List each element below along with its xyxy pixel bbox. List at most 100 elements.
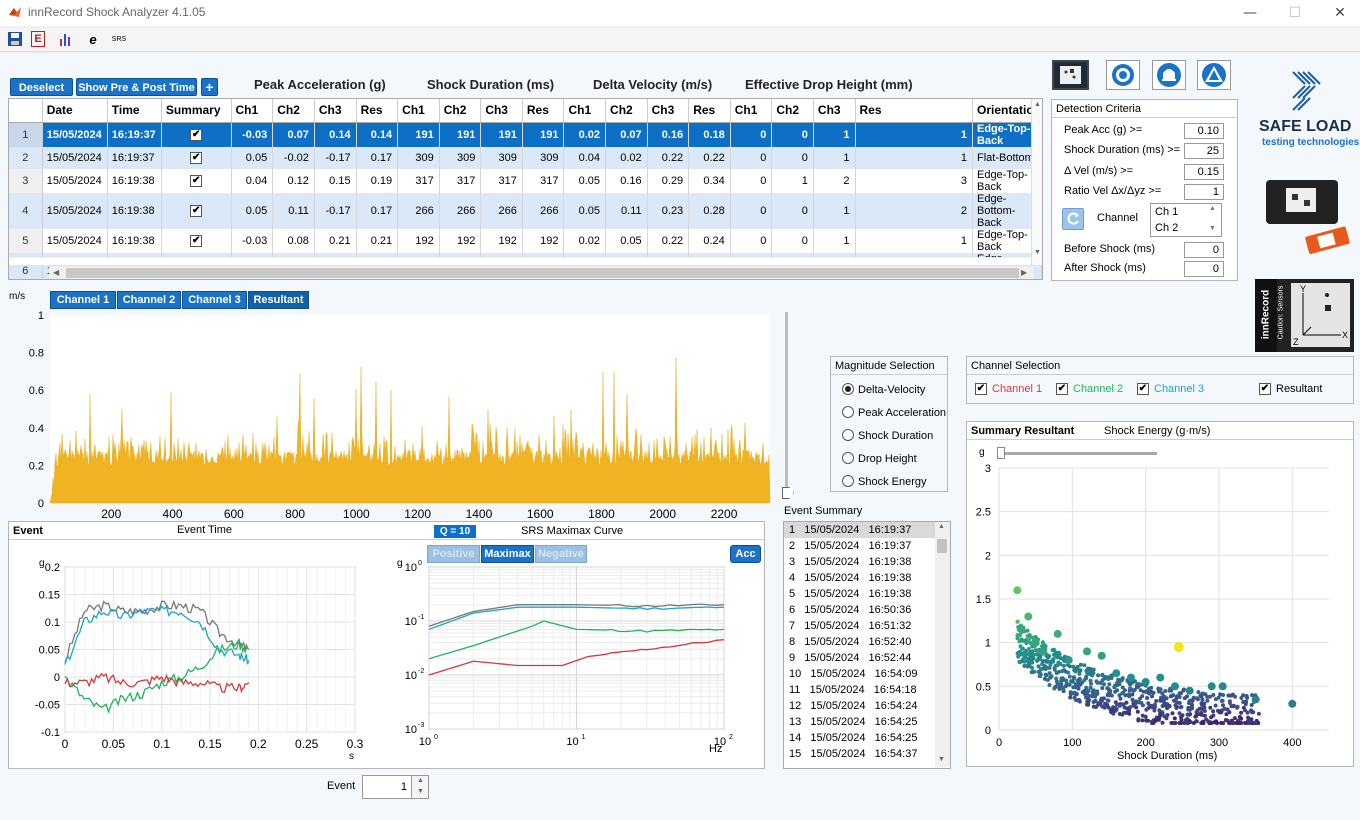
channel-option-1[interactable]: Ch 1 [1155, 206, 1179, 218]
target-icon[interactable] [1106, 60, 1140, 90]
table-row[interactable]: 4 15/05/2024 16:19:38 ✔ 0.05 0.11 -0.17 0.17 266… [9, 192, 1042, 229]
column-header[interactable]: Ch1 [563, 99, 607, 123]
event-list-down-icon[interactable]: ▼ [938, 756, 945, 763]
summary-checkbox[interactable]: ✔ [161, 228, 232, 253]
channel-checkbox[interactable]: ✔ [1259, 383, 1271, 395]
list-item[interactable]: 13 15/05/2024 16:54:25 [789, 716, 918, 728]
e-icon[interactable]: e [89, 32, 97, 47]
show-pre-post-button[interactable]: Show Pre & Post Time [76, 78, 197, 96]
table-row[interactable]: 2 15/05/2024 16:19:37 ✔ 0.05 -0.02 -0.17 0.17 30… [9, 146, 1042, 169]
column-header[interactable]: Ch2 [605, 99, 648, 123]
list-item[interactable]: 9 15/05/2024 16:52:44 [789, 652, 912, 664]
list-item[interactable]: 8 15/05/2024 16:52:40 [789, 636, 912, 648]
column-header[interactable]: Time [107, 99, 162, 123]
check-icon[interactable]: ✔ [190, 175, 203, 187]
srs-tab-maximax[interactable]: Maximax [481, 545, 534, 563]
summary-checkbox[interactable]: ✔ [161, 122, 232, 147]
event-up-icon[interactable]: ▲ [417, 777, 424, 784]
pyramid-icon[interactable] [1197, 60, 1231, 90]
minimize-button[interactable]: — [1243, 5, 1257, 21]
list-item[interactable]: 5 15/05/2024 16:19:38 [789, 588, 912, 600]
acc-button[interactable]: Acc [730, 545, 761, 563]
duration-input[interactable]: 25 [1184, 143, 1224, 159]
channel-selection-label[interactable]: Channel 3 [1154, 383, 1205, 395]
add-button[interactable]: + [201, 78, 218, 96]
column-header[interactable]: Res [356, 99, 399, 123]
tab-channel-3[interactable]: Channel 3 [182, 291, 247, 309]
column-header[interactable]: Res [688, 99, 731, 123]
list-item[interactable]: 3 15/05/2024 16:19:38 [789, 556, 912, 568]
table-row[interactable]: 5 15/05/2024 16:19:38 ✔ -0.03 0.08 0.21 0.21 192… [9, 228, 1042, 253]
deselect-all-button[interactable]: Deselect All [10, 78, 73, 112]
q-factor-badge[interactable]: Q = 10 [434, 525, 476, 538]
check-icon[interactable]: ✔ [190, 235, 203, 247]
sensor-view-icon[interactable] [1052, 60, 1089, 90]
export-icon[interactable]: E [31, 31, 45, 47]
timeline-slider-handle[interactable] [782, 487, 794, 499]
after-shock-input[interactable]: 0 [1184, 261, 1224, 277]
radio-shock-duration[interactable] [842, 429, 854, 441]
channel-checkbox[interactable]: ✔ [975, 383, 987, 395]
event-time-chart[interactable]: 0 0.05 0.1 0.15 0.2 0.25 0.30.20.150.10.050-0.… [9, 552, 389, 770]
check-icon[interactable]: ✔ [190, 205, 203, 217]
energy-slider-handle[interactable] [997, 447, 1005, 459]
radio-shock-energy[interactable] [842, 475, 854, 487]
event-list-scrollbar[interactable]: ▲ ▼ [935, 522, 950, 767]
column-header[interactable]: Ch3 [314, 99, 357, 123]
list-item[interactable]: 4 15/05/2024 16:19:38 [789, 572, 912, 584]
event-spinner[interactable]: ▲ ▼ [411, 775, 429, 799]
radio-delta-velocity[interactable] [842, 383, 854, 395]
column-header[interactable]: Ch3 [647, 99, 690, 123]
srs-icon[interactable]: SRS [111, 36, 127, 43]
list-item[interactable]: 6 15/05/2024 16:50:36 [789, 604, 912, 616]
scroll-down-icon[interactable]: ▼ [1034, 249, 1041, 256]
column-header[interactable]: Ch3 [813, 99, 856, 123]
column-header[interactable]: Ch2 [439, 99, 482, 123]
spin-up-icon[interactable]: ▲ [1209, 205, 1216, 212]
magnitude-option-label[interactable]: Drop Height [858, 453, 917, 465]
spin-down-icon[interactable]: ▼ [1209, 225, 1216, 232]
maximize-button[interactable]: ☐ [1288, 5, 1302, 21]
event-summary-list[interactable]: 1 15/05/2024 16:19:37 2 15/05/2024 16:19:… [783, 521, 951, 769]
table-row[interactable]: 3 15/05/2024 16:19:38 ✔ 0.04 0.12 0.15 0.19 317 3… [9, 168, 1042, 193]
channel-checkbox[interactable]: ✔ [1056, 383, 1068, 395]
before-shock-input[interactable]: 0 [1184, 242, 1224, 258]
check-icon[interactable]: ✔ [190, 129, 203, 141]
shock-energy-scatter[interactable]: 0 100 200 300 400 3 2.5 2 1.5 1 0.5 0 Shock Duratio… [967, 462, 1353, 767]
column-header[interactable]: Ch3 [480, 99, 523, 123]
list-item[interactable]: 11 15/05/2024 16:54:18 [789, 684, 917, 696]
close-button[interactable]: ✕ [1334, 5, 1346, 21]
peak-acc-input[interactable]: 0.10 [1184, 123, 1224, 139]
channel-selection-label[interactable]: Channel 1 [992, 383, 1043, 395]
column-header[interactable]: Ch2 [272, 99, 315, 123]
list-item[interactable]: 7 15/05/2024 16:51:32 [789, 620, 912, 632]
list-item[interactable]: 14 15/05/2024 16:54:25 [789, 732, 918, 744]
event-number-input[interactable]: 1 [362, 775, 412, 799]
check-icon[interactable]: ✔ [190, 152, 203, 164]
alarm-icon[interactable] [1152, 60, 1186, 90]
scroll-up-icon[interactable]: ▲ [1034, 101, 1041, 108]
timeline-slider-track[interactable] [785, 312, 788, 492]
scroll-left-icon[interactable]: ◀ [53, 268, 60, 277]
channel-option-2[interactable]: Ch 2 [1155, 222, 1179, 234]
table-row[interactable]: 1 15/05/2024 16:19:37 ✔ -0.03 0.07 0.14 0.14 191… [9, 122, 1042, 147]
vertical-scrollbar[interactable]: ▲ ▼ [1031, 99, 1042, 265]
channel-selection-label[interactable]: Channel 2 [1073, 383, 1124, 395]
tab-channel-1[interactable]: Channel 1 [50, 291, 116, 309]
column-header[interactable]: Res [522, 99, 565, 123]
energy-slider-track[interactable] [997, 452, 1157, 455]
column-header[interactable]: Orientation [972, 99, 1042, 123]
magnitude-option-label[interactable]: Delta-Velocity [858, 384, 926, 396]
magnitude-option-label[interactable]: Peak Acceleration [858, 407, 947, 419]
column-header[interactable]: Ch2 [771, 99, 814, 123]
event-list-up-icon[interactable]: ▲ [938, 523, 945, 530]
event-down-icon[interactable]: ▼ [417, 788, 424, 795]
srs-tab-positive[interactable]: Positive [427, 545, 480, 563]
timeline-chart[interactable]: 1 0.8 0.6 0.4 0.2 0 200 400 600 800 1000 1200 1400 1… [20, 310, 780, 524]
channel-listbox[interactable]: Ch 1 Ch 2 ▲ ▼ [1150, 203, 1222, 237]
channel-selection-label[interactable]: Resultant [1276, 383, 1323, 395]
tab-resultant[interactable]: Resultant [248, 291, 309, 309]
summary-checkbox[interactable]: ✔ [161, 168, 232, 193]
column-header[interactable]: Res [855, 99, 973, 123]
list-item[interactable]: 10 15/05/2024 16:54:09 [789, 668, 918, 680]
